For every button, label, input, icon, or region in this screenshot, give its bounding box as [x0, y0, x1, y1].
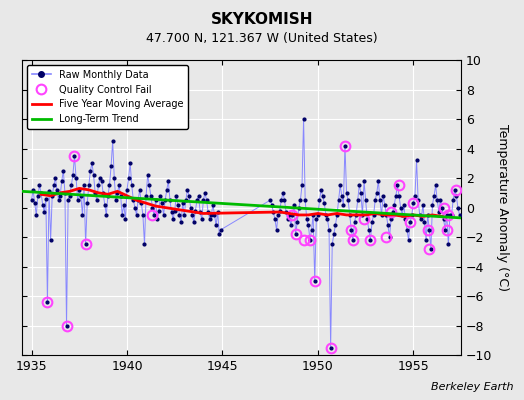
Y-axis label: Temperature Anomaly (°C): Temperature Anomaly (°C) [496, 124, 509, 291]
Legend: Raw Monthly Data, Quality Control Fail, Five Year Moving Average, Long-Term Tren: Raw Monthly Data, Quality Control Fail, … [27, 65, 188, 129]
Text: SKYKOMISH: SKYKOMISH [211, 12, 313, 27]
Text: 47.700 N, 121.367 W (United States): 47.700 N, 121.367 W (United States) [146, 32, 378, 45]
Text: Berkeley Earth: Berkeley Earth [431, 382, 514, 392]
